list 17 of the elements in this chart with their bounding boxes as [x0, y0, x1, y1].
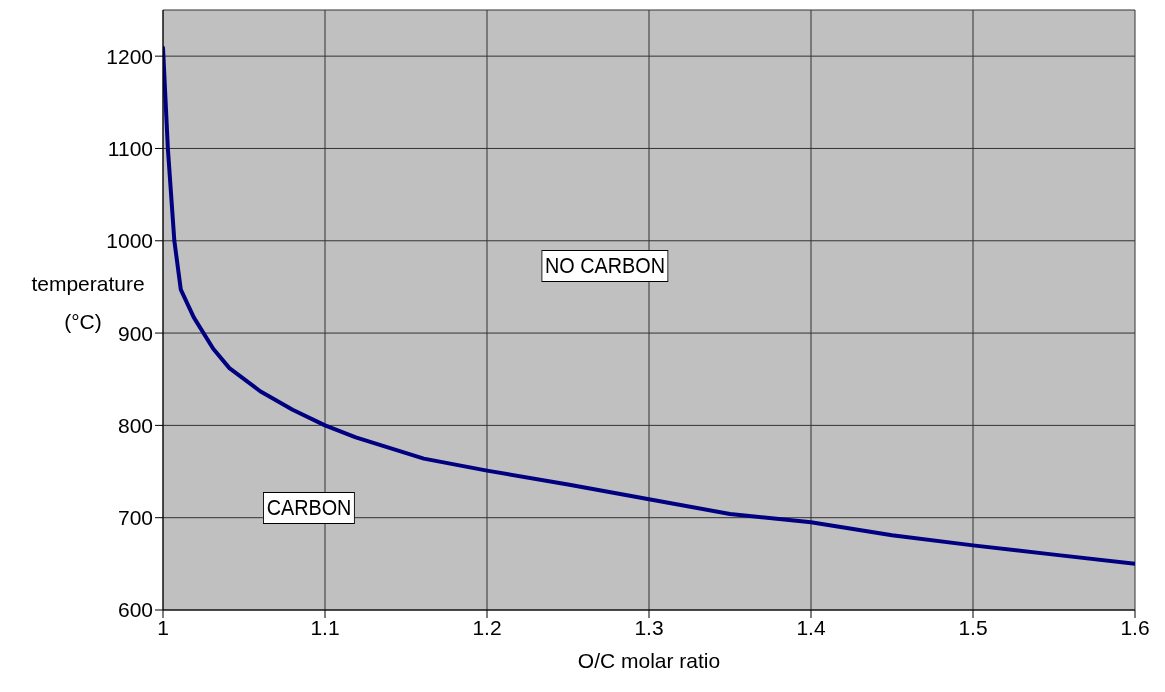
x-tick-label: 1: [157, 615, 169, 639]
annotation: CARBON: [263, 492, 355, 524]
y-tick-label: 1100: [107, 136, 153, 160]
x-tick-label: 1.4: [796, 615, 826, 639]
y-tick-label: 1000: [106, 229, 153, 253]
x-tick-label: 1.2: [472, 615, 502, 639]
x-tick-label: 1.5: [958, 615, 988, 639]
x-axis-title: O/C molar ratio: [577, 649, 721, 672]
x-tick-label: 1.3: [634, 615, 664, 639]
y-tick-label: 600: [117, 598, 153, 622]
y-tick-label: 700: [117, 506, 153, 530]
x-tick-label: 1.1: [310, 615, 340, 639]
x-tick-label: 1.6: [1120, 615, 1150, 639]
y-tick-label: 800: [117, 413, 153, 437]
y-tick-label: 1200: [106, 44, 153, 68]
annotation: NO CARBON: [541, 250, 669, 282]
line-series: [163, 45, 1135, 566]
